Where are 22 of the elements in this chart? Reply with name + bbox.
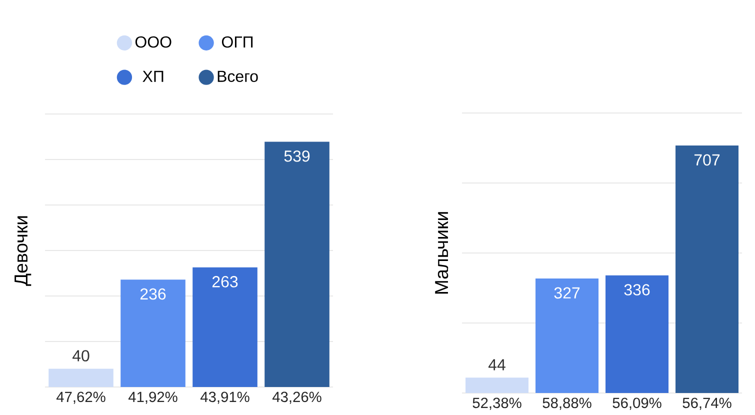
y-axis-title: Мальчики xyxy=(435,212,448,294)
legend-label: Всего xyxy=(218,70,258,82)
data-label: 336 xyxy=(624,284,650,296)
data-label: 327 xyxy=(554,287,580,299)
x-tick-label: 43,91% xyxy=(200,392,250,404)
x-tick-label: 58,88% xyxy=(542,398,592,410)
data-label: 263 xyxy=(212,276,238,288)
x-tick-label: 56,74% xyxy=(682,398,732,410)
data-label: 707 xyxy=(694,154,720,166)
legend-label: ООО xyxy=(135,36,172,48)
x-tick-label: 47,62% xyxy=(56,392,106,404)
y-axis-title: Девочки xyxy=(14,216,32,286)
legend-label: ОГП xyxy=(222,36,253,48)
data-label: 539 xyxy=(284,150,310,162)
legend-label: ХП xyxy=(142,70,164,82)
x-tick-label: 43,26% xyxy=(272,392,322,404)
data-label: 236 xyxy=(140,288,166,300)
x-tick-label: 52,38% xyxy=(472,398,522,410)
x-tick-label: 56,09% xyxy=(612,398,662,410)
x-tick-label: 41,92% xyxy=(128,392,178,404)
data-label: 44 xyxy=(488,359,506,370)
data-label: 40 xyxy=(72,350,90,362)
